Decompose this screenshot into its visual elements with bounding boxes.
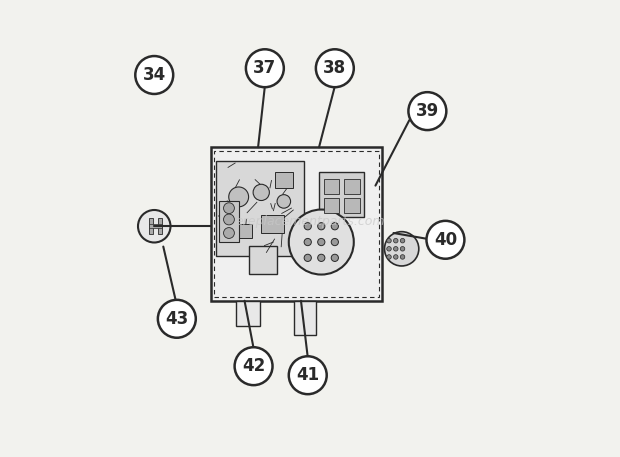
Circle shape: [246, 49, 284, 87]
Text: 42: 42: [242, 357, 265, 375]
Text: 41: 41: [296, 366, 319, 384]
Circle shape: [384, 232, 418, 266]
Bar: [234, 224, 252, 238]
Circle shape: [394, 247, 398, 251]
Bar: [324, 179, 339, 194]
Text: ereplacementparts.com: ereplacementparts.com: [235, 215, 385, 228]
Circle shape: [289, 210, 354, 275]
Circle shape: [158, 300, 196, 338]
Circle shape: [234, 347, 273, 385]
Circle shape: [394, 255, 398, 259]
Circle shape: [138, 210, 170, 243]
Text: 40: 40: [434, 231, 457, 249]
Bar: [216, 161, 304, 255]
Bar: [236, 301, 260, 325]
Text: 37: 37: [253, 59, 277, 77]
Bar: [324, 198, 339, 213]
Bar: [319, 172, 364, 217]
Bar: [261, 215, 284, 233]
Circle shape: [394, 239, 398, 243]
Text: 38: 38: [323, 59, 347, 77]
Circle shape: [224, 203, 234, 213]
Bar: [219, 202, 239, 242]
Bar: [249, 246, 277, 274]
Circle shape: [224, 228, 234, 239]
Bar: [344, 198, 360, 213]
Bar: [215, 151, 379, 297]
Bar: [149, 224, 162, 228]
Circle shape: [401, 247, 405, 251]
Bar: [211, 147, 383, 301]
Bar: [294, 301, 316, 335]
Bar: [158, 218, 162, 234]
Circle shape: [401, 255, 405, 259]
Circle shape: [135, 56, 173, 94]
Circle shape: [331, 254, 339, 261]
Circle shape: [253, 184, 269, 201]
Bar: [275, 172, 293, 188]
Circle shape: [277, 195, 291, 208]
Circle shape: [316, 49, 354, 87]
Circle shape: [304, 254, 311, 261]
Circle shape: [317, 239, 325, 246]
Circle shape: [289, 356, 327, 394]
Circle shape: [331, 223, 339, 230]
Bar: [344, 179, 360, 194]
Circle shape: [387, 239, 391, 243]
Circle shape: [331, 239, 339, 246]
Circle shape: [304, 223, 311, 230]
Circle shape: [304, 239, 311, 246]
Circle shape: [427, 221, 464, 259]
Circle shape: [387, 247, 391, 251]
Circle shape: [317, 254, 325, 261]
Bar: [149, 218, 153, 234]
Circle shape: [401, 239, 405, 243]
Text: 39: 39: [416, 102, 439, 120]
Circle shape: [409, 92, 446, 130]
Text: 43: 43: [165, 310, 188, 328]
Circle shape: [229, 187, 249, 207]
Circle shape: [317, 223, 325, 230]
Circle shape: [224, 214, 234, 225]
Text: 34: 34: [143, 66, 166, 84]
Circle shape: [387, 255, 391, 259]
